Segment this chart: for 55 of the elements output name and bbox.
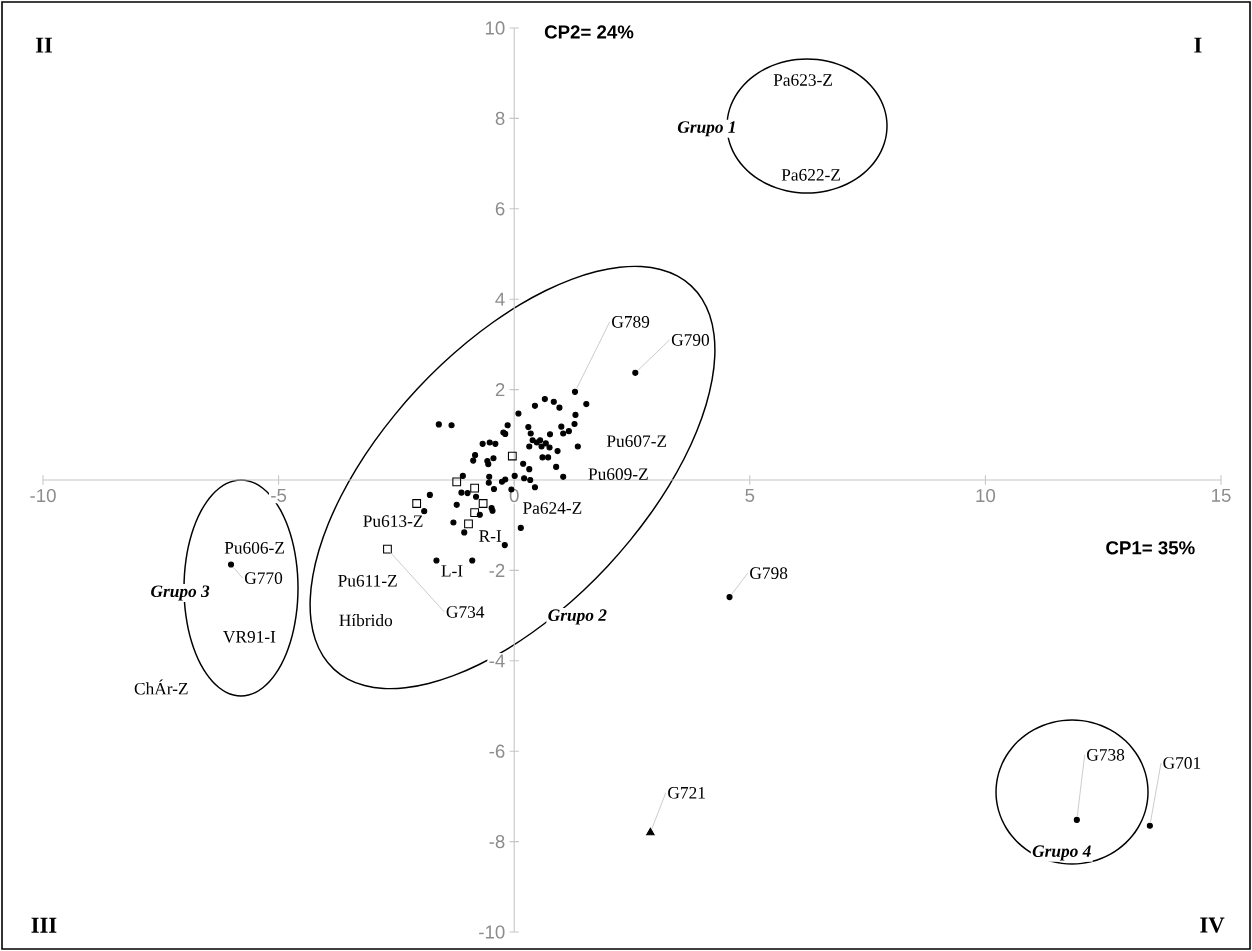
annotation: G770 [244,572,283,584]
annotation: G738 [1087,748,1125,761]
annotation: Pa623-Z [773,74,832,86]
annotation: G701 [1163,757,1201,769]
y-tick-label: -10 [479,925,505,939]
x-axis-title: CP1= 35% [1106,541,1195,555]
annotation: G734 [446,606,485,618]
y-tick-label: -2 [489,563,505,577]
point [383,544,392,554]
annotation: IV [1200,917,1225,933]
y-tick-label: 8 [495,111,505,126]
annotation: Pu606-Z [224,541,284,554]
y-axis-title: CP2= 24% [544,25,634,39]
x-tick-label: 15 [1212,488,1231,502]
annotation: Híbrido [339,614,393,627]
x-tick-label: -5 [271,488,287,502]
annotation: R-I [479,530,502,542]
x-tick-label: 10 [976,488,996,503]
annotation: Pu607-Z [606,435,667,447]
annotation: Grupo 4 [1032,845,1091,861]
annotation: G798 [750,567,788,579]
annotation: II [35,37,52,53]
point [478,499,488,508]
point [470,508,480,517]
x-tick-label: 5 [745,488,755,502]
annotation: G789 [612,315,650,328]
annotation: VR91-I [223,630,276,643]
annotation: III [31,917,57,933]
point [507,451,517,461]
point [464,519,473,529]
x-tick-label: -10 [30,488,56,503]
point [646,827,655,836]
annotation: Pa624-Z [523,502,582,514]
y-tick-label: 10 [485,21,505,35]
y-tick-label: -4 [489,654,505,668]
annotation: Grupo 1 [677,121,735,137]
y-tick-label: -8 [489,834,505,849]
annotation: ChÁr-Z [134,679,188,695]
y-tick-label: 2 [495,383,505,397]
annotation: Pu611-Z [338,574,397,587]
annotation: G721 [668,786,705,799]
point [412,499,422,508]
annotation: Grupo 2 [548,609,607,625]
annotation: Pa622-Z [781,169,840,181]
annotation: G790 [671,334,710,346]
annotation: Pu613-Z [363,515,423,527]
annotation: Grupo 3 [151,585,210,601]
annotation: L-I [441,565,463,577]
y-tick-label: -6 [489,744,505,758]
y-tick-label: 4 [495,292,505,306]
y-tick-label: 6 [495,202,505,216]
point [470,483,480,493]
annotation: Pu609-Z [588,468,648,480]
point [452,477,462,487]
annotation: I [1194,37,1202,53]
